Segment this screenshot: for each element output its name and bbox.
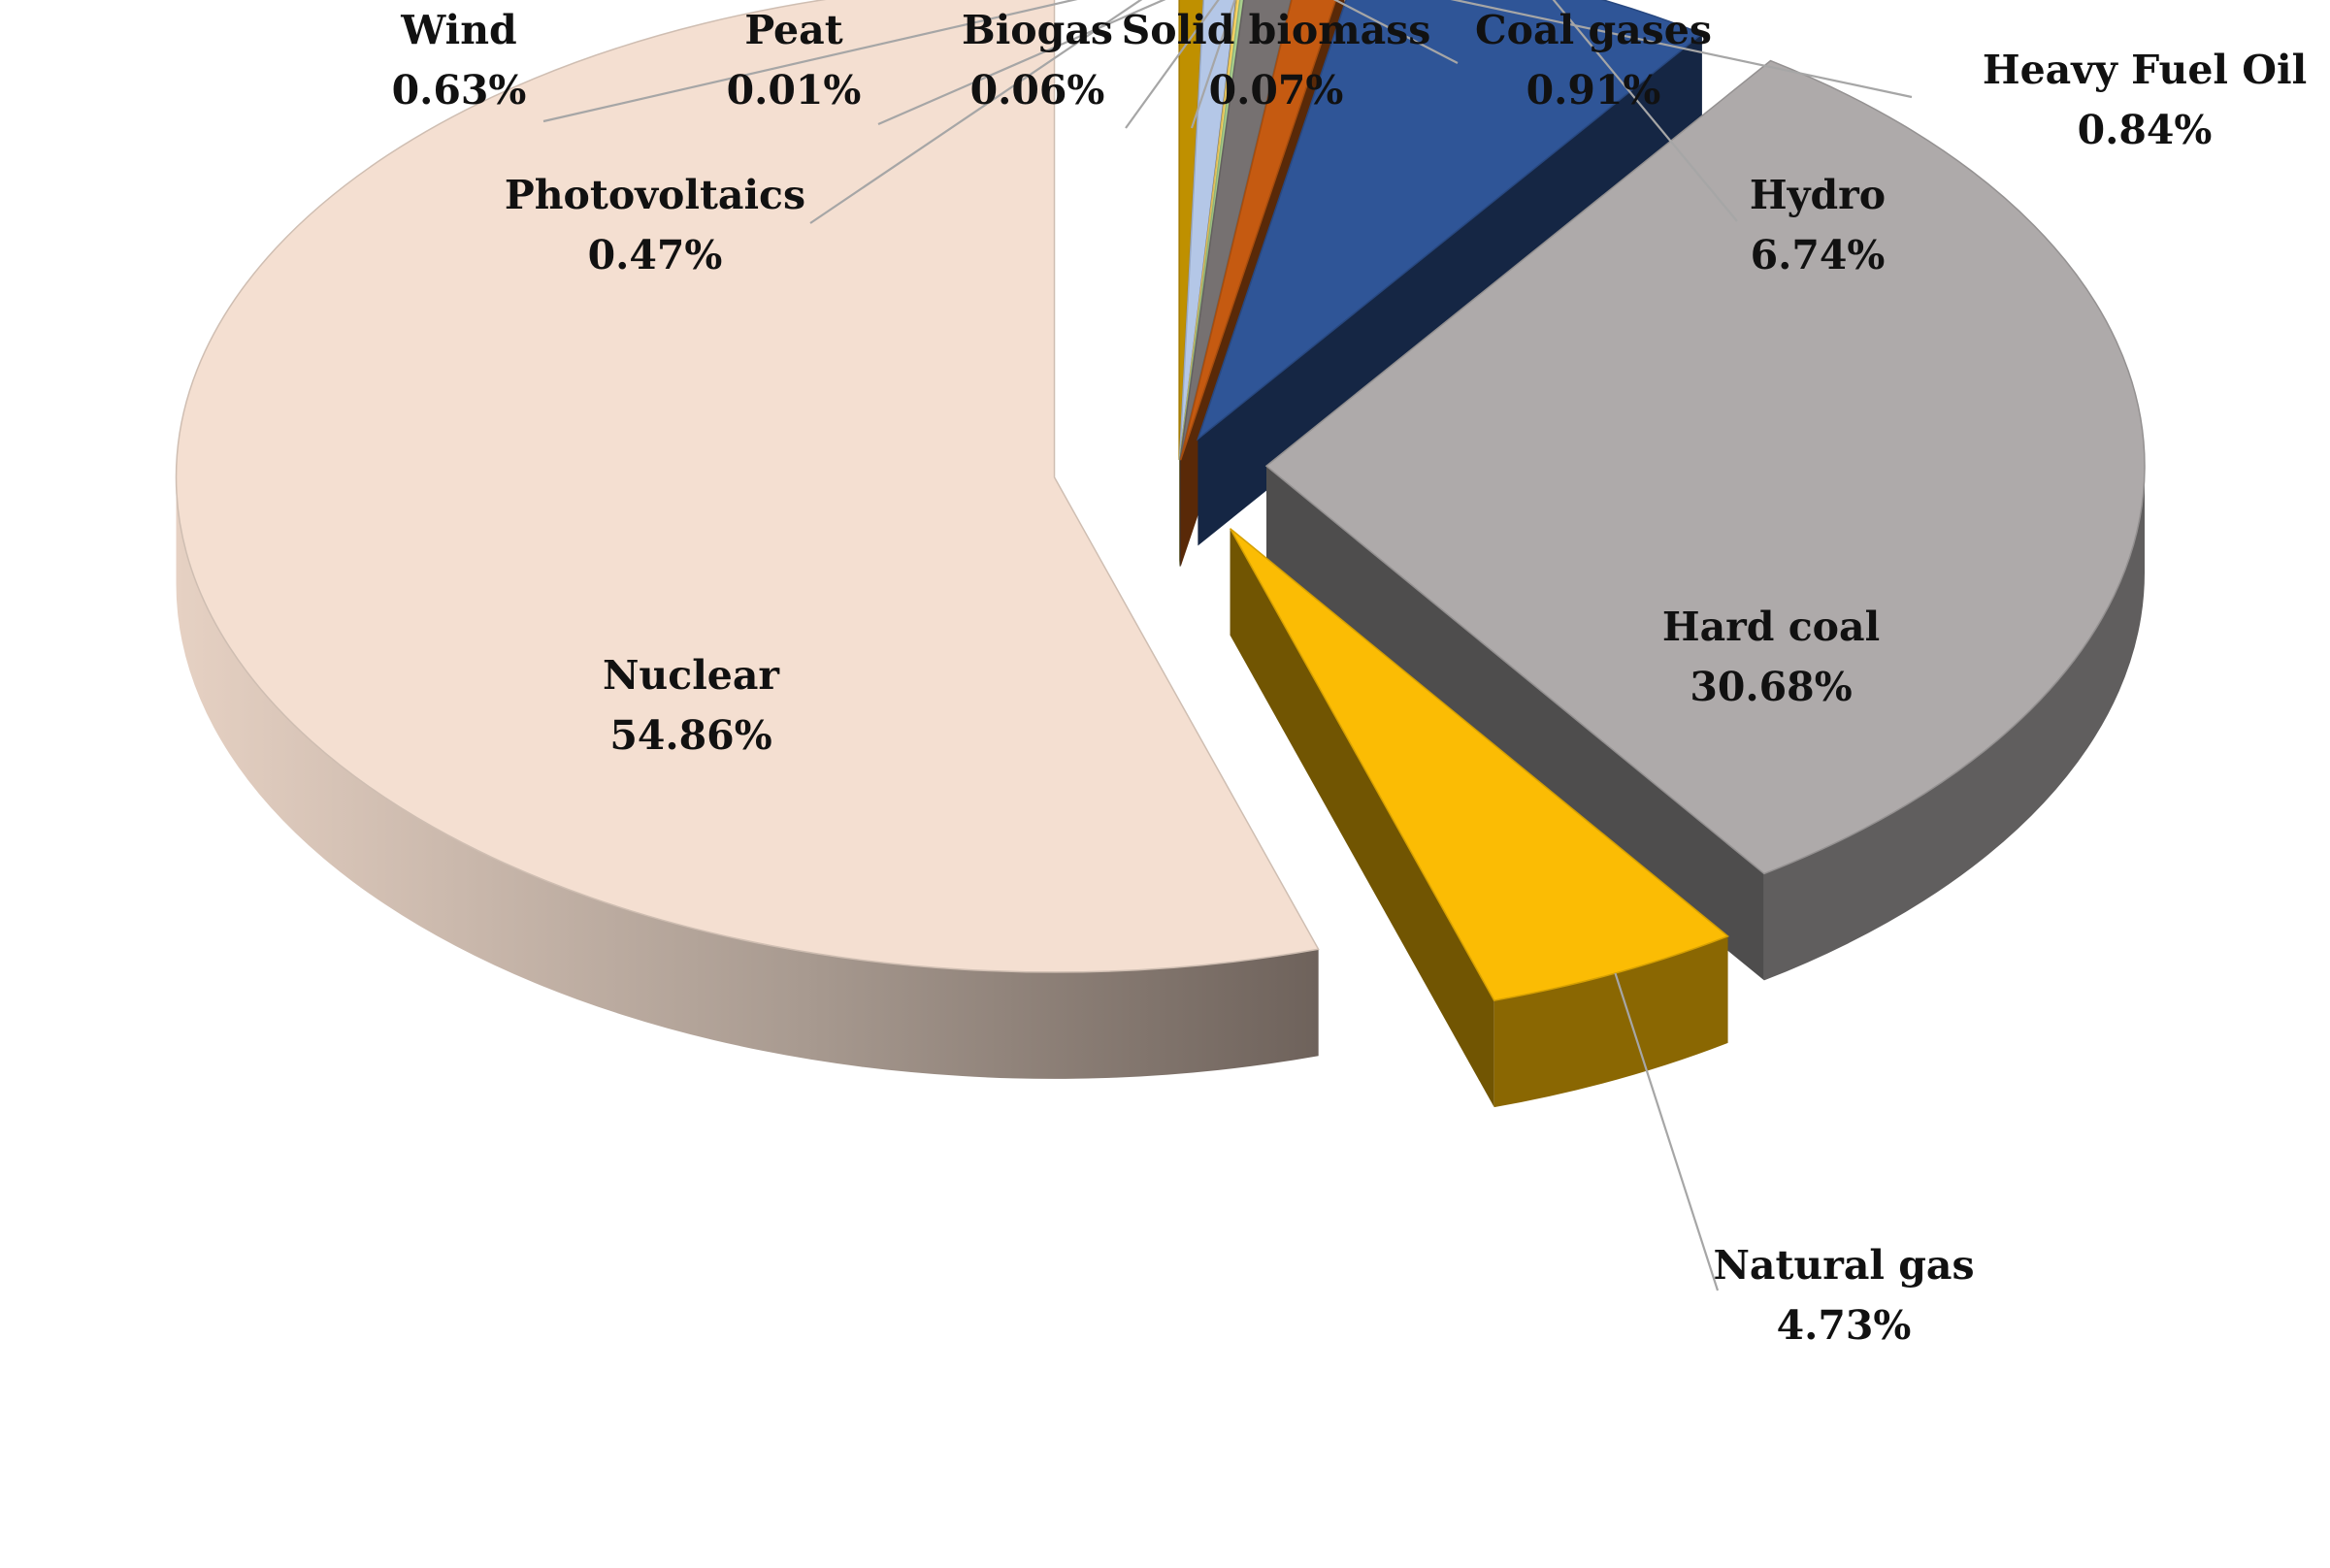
leader-biogas	[1125, 0, 1220, 129]
slice-label-natural-gas: Natural gas	[1713, 1242, 1974, 1289]
slice-label-heavy-fuel-oil: Heavy Fuel Oil	[1983, 47, 2307, 93]
slice-value-wind: 0.63%	[392, 67, 527, 114]
slice-labels: Nuclear 54.86% Photovoltaics 0.47% Wind 0.63%…	[392, 7, 2308, 1349]
slice-value-coal-gases: 0.91%	[1526, 67, 1661, 114]
slice-wall-hard-coal	[1763, 466, 2145, 981]
slice-wall-nuclear	[176, 476, 1319, 1079]
slice-nuclear	[175, 0, 1320, 973]
leader-solid-biomass	[1190, 0, 1236, 129]
slice-label-wind: Wind	[400, 7, 516, 53]
slice-label-peat: Peat	[744, 7, 842, 53]
slice-hard-coal	[1264, 59, 2146, 875]
slice-photovoltaics	[1178, 0, 1204, 461]
leader-peat	[877, 0, 1166, 126]
slice-label-hydro: Hydro	[1750, 172, 1886, 218]
slice-face-natural-gas-1	[1230, 528, 1494, 1108]
slice-value-nuclear: 54.86%	[609, 712, 771, 759]
slice-label-solid-biomass: Solid biomass	[1122, 7, 1431, 53]
slice-wall-natural-gas	[1493, 935, 1728, 1108]
leader-photovoltaics	[809, 0, 1143, 224]
slice-value-heavy-fuel-oil: 0.84%	[2078, 107, 2213, 153]
slice-value-hard-coal: 30.68%	[1690, 664, 1852, 710]
slice-face-hard-coal-1	[1265, 466, 1764, 981]
slice-value-natural-gas: 4.73%	[1777, 1302, 1912, 1349]
slice-value-solid-biomass: 0.07%	[1209, 67, 1344, 114]
slice-label-hard-coal: Hard coal	[1662, 604, 1880, 650]
slice-label-coal-gases: Coal gases	[1475, 7, 1712, 53]
slice-value-photovoltaics: 0.47%	[588, 232, 723, 278]
leader-heavy-fuel-oil	[1450, 0, 1913, 99]
leader-hydro	[1552, 0, 1738, 222]
leader-natural-gas	[1614, 972, 1720, 1291]
leader-wind	[542, 0, 1078, 123]
slice-face-hydro-1	[1198, 33, 1702, 546]
slice-label-nuclear: Nuclear	[603, 652, 780, 699]
slice-label-biogas: Biogas	[962, 7, 1113, 53]
slice-tops	[175, 0, 2146, 1001]
slice-natural-gas	[1229, 528, 1729, 1001]
leader-coal-gases	[1332, 0, 1459, 64]
slice-hydro	[1196, 0, 1704, 441]
slice-label-photovoltaics: Photovoltaics	[505, 172, 805, 218]
leader-lines	[542, 0, 1913, 1291]
slice-value-biogas: 0.06%	[970, 67, 1105, 114]
slice-value-hydro: 6.74%	[1751, 232, 1886, 278]
slice-value-peat: 0.01%	[727, 67, 862, 114]
